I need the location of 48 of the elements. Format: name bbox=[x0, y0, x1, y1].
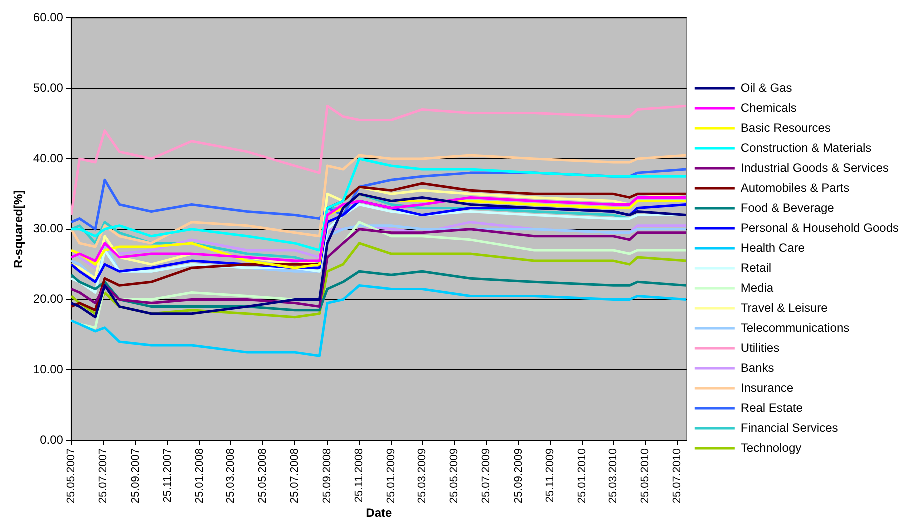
x-tick-label: 25.05.2010 bbox=[640, 448, 652, 504]
legend-label: Personal & Household Goods bbox=[740, 220, 900, 235]
x-tick-label: 25.07.2008 bbox=[289, 448, 302, 504]
x-tick-label: 25.01.2009 bbox=[386, 448, 398, 504]
legend-label: Chemicals bbox=[740, 100, 797, 115]
legend-label: Insurance bbox=[740, 380, 794, 395]
legend-label: Travel & Leisure bbox=[740, 300, 828, 315]
x-tick-label: 25.05.2007 bbox=[65, 448, 78, 504]
legend-label: Retail bbox=[740, 260, 772, 275]
x-tick-label: 25.03.2009 bbox=[416, 448, 428, 504]
legend-label: Oil & Gas bbox=[740, 80, 792, 95]
legend-label: Automobiles & Parts bbox=[740, 180, 850, 195]
legend-label: Food & Beverage bbox=[740, 200, 835, 215]
legend-label: Technology bbox=[740, 440, 802, 455]
legend-label: Real Estate bbox=[740, 400, 804, 415]
x-tick-label: 25.11.2007 bbox=[162, 448, 174, 503]
x-tick-label: 25.05.2009 bbox=[448, 448, 460, 504]
legend-label: Financial Services bbox=[740, 420, 838, 435]
x-axis-title: Date bbox=[366, 506, 392, 520]
x-tick-label: 25.05.2008 bbox=[257, 448, 270, 504]
x-tick-label: 25.11.2009 bbox=[544, 448, 557, 503]
x-tick-label: 25.07.2007 bbox=[97, 448, 110, 504]
legend-label: Health Care bbox=[740, 240, 806, 255]
x-tick-label: 25.01.2010 bbox=[576, 448, 589, 504]
legend-label: Telecommunications bbox=[740, 320, 850, 335]
x-tick-label: 25.07.2010 bbox=[672, 448, 684, 504]
legend-label: Utilities bbox=[740, 340, 780, 355]
x-tick-label: 25.09.2008 bbox=[322, 448, 334, 504]
x-tick-label: 25.09.2007 bbox=[130, 448, 142, 504]
x-tick-label: 25.07.2009 bbox=[480, 448, 492, 504]
y-tick-label: 30.00 bbox=[33, 222, 64, 236]
x-tick-label: 25.09.2009 bbox=[512, 448, 525, 504]
y-tick-label: 10.00 bbox=[33, 362, 64, 376]
x-tick-label: 25.03.2010 bbox=[608, 448, 620, 504]
y-tick-label: 50.00 bbox=[33, 80, 64, 95]
legend-label: Media bbox=[740, 280, 774, 295]
x-tick-label: 25.01.2008 bbox=[194, 448, 206, 504]
y-tick-label: 0.00 bbox=[40, 432, 64, 447]
y-tick-label: 40.00 bbox=[33, 151, 64, 166]
legend-label: Construction & Materials bbox=[740, 140, 872, 155]
legend-label: Industrial Goods & Services bbox=[740, 160, 889, 175]
legend-label: Basic Resources bbox=[740, 120, 831, 135]
y-tick-label: 20.00 bbox=[33, 292, 64, 306]
y-axis-title: R-squared[%] bbox=[12, 190, 26, 268]
x-tick-label: 25.03.2008 bbox=[225, 448, 238, 504]
x-tick-label: 25.11.2008 bbox=[354, 448, 366, 503]
legend-label: Banks bbox=[740, 360, 774, 375]
y-tick-label: 60.00 bbox=[33, 10, 64, 25]
